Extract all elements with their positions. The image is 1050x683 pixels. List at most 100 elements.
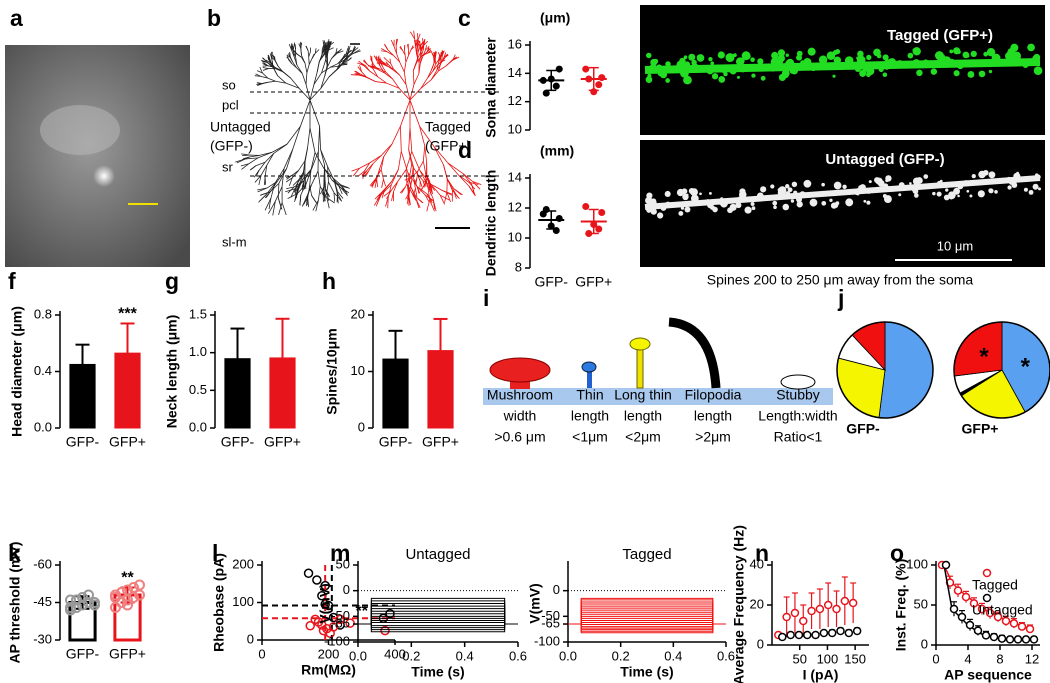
caption: Spines 200 to 250 μm away from the soma — [707, 272, 974, 288]
spine — [1023, 187, 1028, 192]
dendrite — [264, 165, 268, 177]
dendrite — [290, 77, 300, 89]
dendrite — [408, 49, 412, 56]
dendrite — [418, 54, 422, 64]
spine-type: Long thin — [614, 387, 672, 403]
point — [807, 606, 816, 616]
dendrite — [258, 175, 262, 186]
dendrite — [285, 177, 293, 183]
x-tick-label: GFP- — [535, 274, 569, 290]
spine — [948, 191, 956, 200]
x-axis-label: Time (s) — [411, 664, 464, 680]
dendrite — [405, 151, 413, 170]
spine — [932, 191, 936, 196]
x-tick-label: 0.4 — [664, 648, 682, 663]
dendrite — [354, 70, 361, 76]
dendrite — [261, 57, 268, 63]
spine — [696, 54, 705, 62]
dendrite — [377, 56, 381, 62]
y-tick-label: 0.0 — [189, 419, 207, 434]
dendrite — [345, 53, 353, 61]
spine — [803, 179, 812, 188]
dendrite — [267, 56, 271, 63]
dendrite — [290, 188, 296, 198]
y-axis-label: Dendritic length — [483, 170, 499, 277]
dendrite — [351, 45, 356, 53]
panel-label: g — [165, 268, 179, 294]
dendrite — [447, 162, 460, 176]
dendrite — [413, 30, 416, 40]
y-axis-label: V(mV) — [527, 583, 543, 623]
panel-label: k — [8, 540, 21, 566]
spine — [771, 51, 779, 60]
dendrite — [433, 56, 435, 63]
spine — [856, 56, 860, 60]
dendrite — [300, 48, 302, 56]
dendrite — [291, 170, 299, 179]
spine — [777, 49, 786, 57]
dendrite — [390, 180, 399, 191]
point — [1017, 622, 1027, 631]
dendrite — [301, 73, 307, 85]
dendrite — [281, 202, 287, 216]
legend-marker — [982, 568, 992, 578]
long-thin-neck — [636, 347, 644, 389]
spine-rule: >0.6 μm — [494, 429, 545, 445]
point — [345, 618, 355, 628]
dendrite — [374, 179, 378, 188]
dendrite — [404, 49, 406, 56]
group-label: (GFP-) — [210, 138, 253, 154]
x-tick-label: 0.0 — [349, 648, 367, 663]
spine — [967, 71, 975, 78]
spine — [785, 53, 789, 57]
y-axis-label: AP threshold (mV) — [7, 542, 23, 664]
dendrite — [294, 193, 298, 202]
dendrite — [426, 193, 433, 202]
dendrite — [248, 157, 259, 165]
point — [305, 621, 315, 631]
dendrite — [351, 167, 360, 172]
y-tick-label: -65 — [541, 615, 560, 630]
dendrite — [408, 181, 412, 195]
dendrite — [314, 49, 320, 54]
dendrite — [316, 61, 320, 73]
y-tick-label: 12 — [508, 199, 522, 214]
spine — [830, 202, 838, 209]
dendrite — [340, 184, 349, 189]
dendrite — [396, 53, 401, 63]
y-tick-label: 16 — [508, 36, 522, 51]
dendrite — [258, 193, 267, 203]
dendrite — [399, 74, 407, 85]
bar — [382, 358, 409, 429]
point — [957, 612, 967, 622]
dendrite — [323, 42, 326, 49]
point — [981, 631, 991, 640]
pie-slice — [953, 321, 1003, 377]
dendrite — [412, 70, 415, 85]
dendrite — [309, 84, 315, 101]
dendrite — [444, 54, 449, 59]
dendrite — [287, 193, 298, 199]
x-tick-label: 0.2 — [612, 648, 630, 663]
dendrite — [458, 175, 470, 183]
spine — [647, 73, 652, 78]
dendrite — [347, 57, 352, 61]
spine — [807, 47, 816, 56]
cell — [93, 165, 115, 187]
x-tick-label: GFP+ — [109, 434, 146, 450]
layer: so — [222, 77, 236, 92]
point — [852, 626, 862, 636]
pie-slice — [878, 321, 934, 419]
micrograph — [5, 45, 190, 267]
spine — [829, 198, 833, 202]
dendrite — [379, 156, 385, 169]
dendrite — [274, 66, 283, 72]
spine — [790, 199, 795, 203]
dendrite — [389, 58, 392, 64]
dendrite — [365, 65, 371, 72]
dendrite — [304, 173, 307, 183]
point — [1021, 635, 1031, 644]
spine — [982, 169, 989, 176]
legend-label: Untagged — [972, 602, 1033, 618]
annotation: * — [1021, 353, 1031, 380]
